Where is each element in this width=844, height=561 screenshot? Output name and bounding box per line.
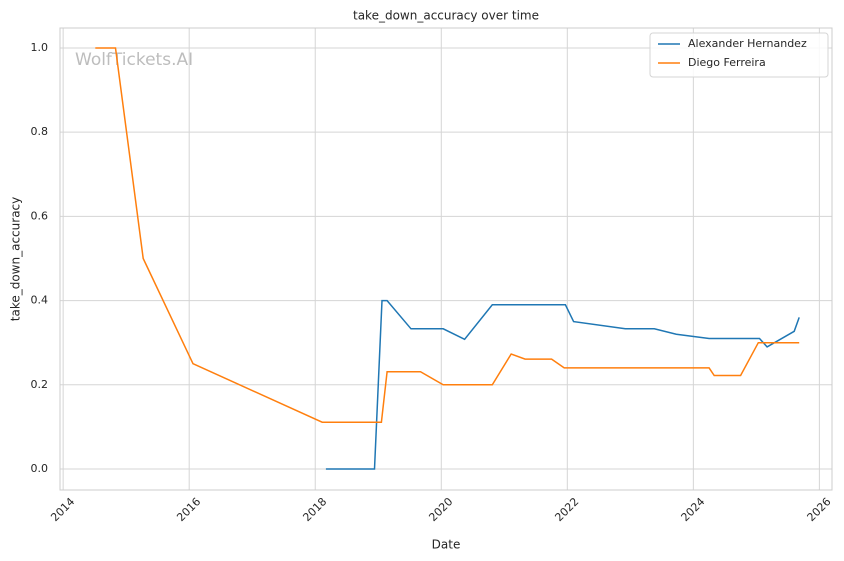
watermark: WolfTickets.AI xyxy=(75,50,193,70)
y-tick-label: 0.8 xyxy=(31,125,49,138)
y-tick-label: 0.4 xyxy=(31,294,49,307)
y-tick-label: 0.6 xyxy=(31,209,49,222)
plot-frame xyxy=(59,27,833,491)
legend-label: Diego Ferreira xyxy=(688,56,766,69)
y-tick-label: 0.0 xyxy=(31,462,49,475)
data-line xyxy=(95,47,800,423)
legend-label: Alexander Hernandez xyxy=(688,37,807,50)
chart-title: take_down_accuracy over time xyxy=(353,9,539,23)
legend-box xyxy=(649,32,829,78)
y-tick-label: 1.0 xyxy=(31,41,49,54)
data-line xyxy=(325,299,800,470)
y-tick-label: 0.2 xyxy=(31,378,49,391)
x-axis-label: Date xyxy=(432,538,461,552)
y-axis-label: take_down_accuracy xyxy=(9,197,23,321)
